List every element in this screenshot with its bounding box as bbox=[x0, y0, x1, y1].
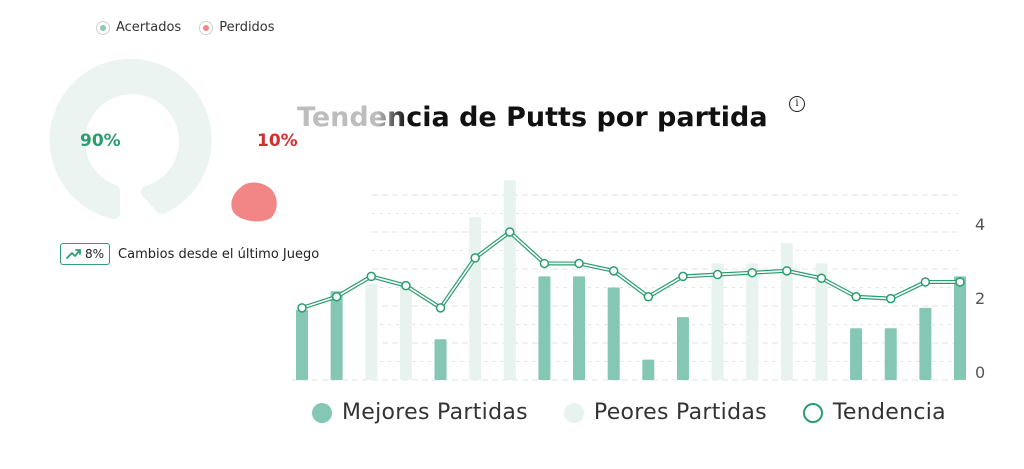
legend-label-mejores: Mejores Partidas bbox=[342, 400, 528, 425]
trend-point bbox=[297, 303, 307, 313]
best-bar bbox=[538, 276, 551, 380]
legend-label-acertados: Acertados bbox=[116, 20, 182, 35]
trend-point bbox=[747, 267, 757, 278]
trend-point bbox=[539, 258, 550, 269]
legend-item-perdidos[interactable]: Perdidos bbox=[199, 20, 275, 35]
y-tick-label: 2 bbox=[975, 289, 985, 308]
y-tick-label: 0 bbox=[975, 363, 985, 382]
perdidos-dot-icon bbox=[199, 20, 214, 35]
trending-up-icon bbox=[66, 249, 81, 259]
best-bar bbox=[676, 317, 689, 380]
trend-point bbox=[366, 271, 377, 282]
trend-point bbox=[920, 277, 931, 287]
worst-bar bbox=[780, 243, 793, 380]
legend-item-tendencia[interactable]: Tendencia bbox=[802, 400, 946, 425]
chart-title: Tendencia de Putts por partida bbox=[297, 102, 768, 133]
best-bar bbox=[884, 328, 897, 380]
trend-point bbox=[955, 277, 965, 287]
best-bars bbox=[296, 276, 966, 380]
legend-item-acertados[interactable]: Acertados bbox=[96, 20, 181, 35]
info-icon[interactable]: i bbox=[789, 96, 805, 112]
donut-miss-segment[interactable] bbox=[231, 182, 277, 222]
trend-point bbox=[885, 293, 896, 304]
trend-point bbox=[470, 253, 480, 263]
worst-bar bbox=[503, 180, 516, 380]
best-bar bbox=[954, 276, 966, 380]
donut-hit-arc[interactable] bbox=[49, 58, 212, 219]
trend-point bbox=[435, 303, 446, 313]
change-summary: 8% Cambios desde el último Juego bbox=[60, 243, 319, 265]
trend-point bbox=[643, 292, 654, 302]
trend-point bbox=[678, 271, 688, 282]
trend-point bbox=[331, 292, 342, 302]
tendencia-swatch-icon bbox=[802, 402, 823, 423]
donut-legend: Acertados Perdidos bbox=[96, 20, 275, 35]
acertados-dot-icon bbox=[96, 20, 110, 35]
worst-bar bbox=[815, 263, 828, 380]
trend-line bbox=[297, 227, 965, 313]
trend-point bbox=[401, 280, 411, 291]
peores-swatch-icon bbox=[563, 402, 584, 423]
best-bar bbox=[330, 291, 343, 380]
putts-trend-chart: 0 2 4 bbox=[292, 180, 985, 382]
trend-line-inner bbox=[301, 231, 960, 309]
worst-bar bbox=[746, 263, 759, 380]
trend-point bbox=[608, 266, 619, 276]
legend-label-peores: Peores Partidas bbox=[593, 400, 767, 425]
change-text: Cambios desde el último Juego bbox=[118, 246, 320, 262]
trend-point bbox=[574, 258, 584, 269]
miss-percentage: 10% bbox=[257, 131, 298, 151]
trend-point bbox=[782, 266, 792, 276]
best-bar bbox=[642, 359, 655, 380]
hit-percentage: 90% bbox=[80, 131, 121, 151]
legend-item-mejores[interactable]: Mejores Partidas bbox=[312, 400, 528, 425]
y-axis-ticks: 0 2 4 bbox=[975, 215, 985, 382]
change-badge: 8% bbox=[60, 243, 111, 265]
chart-legend: Mejores Partidas Peores Partidas Tendenc… bbox=[312, 400, 946, 425]
legend-label-perdidos: Perdidos bbox=[219, 20, 275, 35]
best-bar bbox=[919, 307, 932, 380]
worst-bar bbox=[399, 283, 412, 380]
legend-label-tendencia: Tendencia bbox=[832, 400, 946, 425]
best-bar bbox=[434, 339, 447, 380]
best-bar bbox=[850, 328, 863, 380]
change-value: 8% bbox=[85, 247, 105, 261]
worst-bar bbox=[365, 283, 378, 380]
best-bar bbox=[607, 287, 620, 380]
worst-bar bbox=[711, 263, 724, 380]
trend-point bbox=[712, 269, 723, 280]
trend-point bbox=[505, 227, 515, 237]
y-tick-label: 4 bbox=[975, 215, 985, 234]
worst-bar bbox=[469, 217, 482, 380]
legend-item-peores[interactable]: Peores Partidas bbox=[563, 400, 767, 425]
mejores-swatch-icon bbox=[312, 402, 332, 423]
best-bar bbox=[296, 309, 308, 380]
donut-chart bbox=[49, 58, 277, 222]
trend-point bbox=[851, 292, 861, 302]
trend-point bbox=[816, 273, 827, 283]
best-bar bbox=[573, 276, 586, 380]
